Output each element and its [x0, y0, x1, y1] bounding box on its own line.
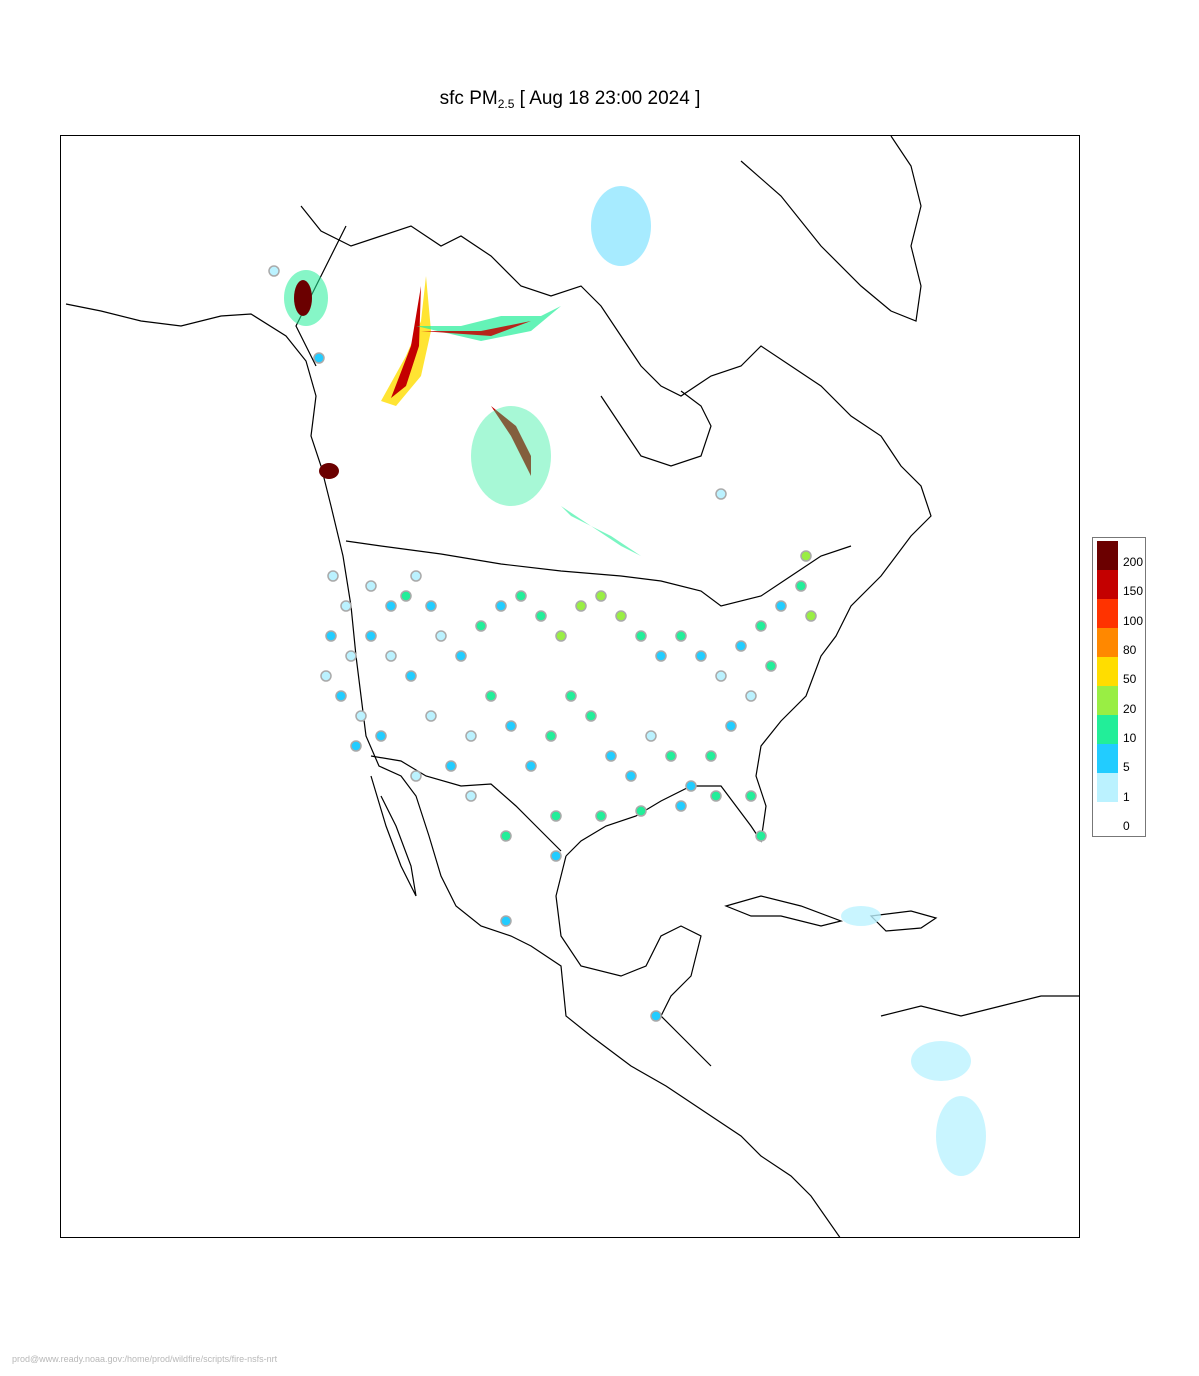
legend-label-5: 5 [1123, 760, 1130, 774]
legend-label-0: 0 [1123, 819, 1130, 833]
legend-swatch-10 [1097, 715, 1118, 744]
legend-label-50: 50 [1123, 672, 1137, 686]
legend-swatch-80 [1097, 628, 1118, 657]
map-title: sfc PM2.5 [ Aug 18 23:00 2024 ] [439, 88, 701, 111]
smoke-plumes [284, 186, 986, 1176]
coastline-gulf [300, 205, 932, 857]
map-canvas [65, 136, 1079, 1237]
station-markers [268, 265, 817, 1022]
alaska-border [295, 225, 347, 367]
legend-swatch-100 [1097, 599, 1118, 628]
coastline-hudson-bay [600, 390, 712, 467]
color-legend: 200 150 100 80 50 20 10 5 1 0 [1092, 537, 1146, 837]
coastline-cuba [724, 895, 844, 927]
footer-path: prod@www.ready.noaa.gov:/home/prod/wildf… [12, 1354, 278, 1364]
legend-swatch-20 [1097, 686, 1118, 715]
legend-swatch-150 [1097, 570, 1118, 599]
legend-swatch-200 [1097, 541, 1118, 570]
legend-label-100: 100 [1123, 614, 1144, 628]
coastline-baja [370, 775, 417, 897]
legend-swatch-1 [1097, 773, 1118, 802]
legend-label-150: 150 [1123, 584, 1144, 598]
legend-swatch-0 [1097, 802, 1118, 831]
coastline-south-america [880, 995, 1079, 1017]
us-canada-border [345, 540, 852, 607]
coastline-greenland [740, 136, 922, 322]
map-panel [60, 135, 1080, 1238]
legend-label-10: 10 [1123, 731, 1137, 745]
legend-label-1: 1 [1123, 790, 1130, 804]
legend-swatch-50 [1097, 657, 1118, 686]
legend-label-200: 200 [1123, 555, 1144, 569]
legend-label-80: 80 [1123, 643, 1137, 657]
coastline-mexico [555, 855, 712, 1067]
legend-swatch-5 [1097, 744, 1118, 773]
us-mexico-border [370, 755, 562, 852]
coastline-hispaniola [869, 910, 938, 932]
legend-label-20: 20 [1123, 702, 1137, 716]
coastline [65, 303, 841, 1237]
